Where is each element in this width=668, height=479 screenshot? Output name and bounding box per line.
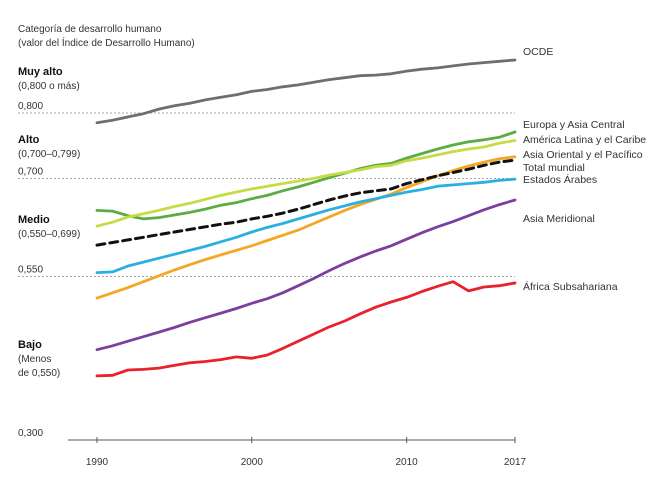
category-range: (0,700–0,799) (18, 149, 80, 160)
series-label: Asia Oriental y el Pacífico (523, 149, 643, 161)
series-label: Asia Meridional (523, 213, 595, 225)
y-tick-label: 0,300 (18, 428, 43, 439)
series-label: Total mundial (523, 162, 585, 174)
reference-lines (18, 112, 515, 441)
x-tick-label: 2010 (396, 457, 419, 468)
category-range: (0,800 o más) (18, 81, 80, 92)
category-name: Bajo (18, 339, 42, 351)
series-labels: OCDE Europa y Asia Central América Latina … (523, 46, 646, 293)
series-line-africa-subsahariana (95, 280, 517, 378)
series-label: OCDE (523, 46, 553, 58)
series-label: Europa y Asia Central (523, 119, 625, 131)
series-line-total-mundial (95, 158, 517, 247)
y-tick-label: 0,700 (18, 166, 43, 177)
axis-ticks: 0,800 0,700 0,550 0,300 1990 2000 2010 2017 (18, 101, 527, 468)
category-header: Categoría de desarrollo humano(valor del… (18, 24, 195, 49)
category-range: (0,550–0,699) (18, 229, 80, 240)
category-name: Muy alto (18, 66, 63, 78)
category-labels: Muy alto (0,800 o más) Alto (0,700–0,799) Me… (18, 66, 80, 379)
x-tick-label: 2000 (241, 457, 264, 468)
series-lines (95, 58, 517, 378)
series-line-asia-oriental-y-el-pacifico (95, 155, 517, 300)
series-line-europa-y-asia-central (95, 130, 517, 221)
category-header-line: Categoría de desarrollo humano (18, 24, 162, 35)
series-label: África Subsahariana (523, 280, 618, 293)
x-tick-label: 1990 (86, 457, 109, 468)
category-name: Medio (18, 214, 50, 226)
x-tick-label: 2017 (504, 457, 527, 468)
y-tick-label: 0,550 (18, 265, 43, 276)
series-line-ocde (95, 58, 517, 125)
series-line-asia-meridional (95, 198, 517, 352)
category-range: (Menos (18, 354, 51, 365)
category-range: de 0,550) (18, 368, 60, 379)
category-header-line: (valor del Índice de Desarrollo Humano) (18, 36, 195, 49)
series-line-estados-arabes (95, 177, 517, 275)
series-label: América Latina y el Caribe (523, 134, 646, 146)
series-line-america-latina-y-el-caribe (95, 139, 517, 228)
y-tick-label: 0,800 (18, 101, 43, 112)
category-name: Alto (18, 134, 40, 146)
series-label: Estados Árabes (523, 173, 597, 186)
